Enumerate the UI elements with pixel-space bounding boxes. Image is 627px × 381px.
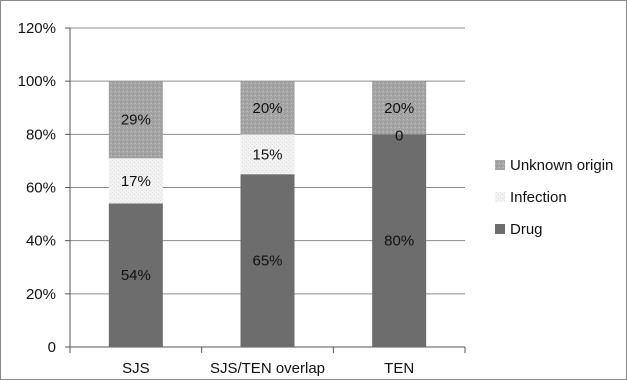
y-tick-label: 80% — [26, 126, 56, 143]
data-label-unknown-origin-ten: 20% — [384, 100, 414, 117]
x-tick-label-ten: TEN — [384, 360, 414, 377]
data-label-unknown-origin-sjs: 29% — [121, 112, 151, 129]
y-tick-label: 0 — [48, 339, 56, 356]
x-tick-label-sjs: SJS — [122, 360, 150, 377]
bar-unknown-origin-sjs-ten-overlap — [240, 81, 295, 135]
bar-infection-sjs-ten-overlap — [240, 134, 295, 175]
bar-drug-sjs — [108, 203, 163, 347]
data-label-drug-ten: 80% — [384, 233, 414, 250]
data-label-infection-sjs: 17% — [121, 173, 151, 190]
data-label-infection-ten: 0 — [395, 127, 403, 144]
legend-swatch-unknown-origin — [495, 160, 505, 170]
bar-unknown-origin-sjs — [108, 81, 163, 159]
legend-label-drug: Drug — [510, 221, 543, 238]
bar-drug-sjs-ten-overlap — [240, 174, 295, 347]
y-tick-label: 60% — [26, 180, 56, 197]
data-label-infection-sjs-ten-overlap: 15% — [252, 146, 282, 163]
legend-label-infection: Infection — [510, 189, 567, 206]
legend-label-unknown-origin: Unknown origin — [510, 157, 613, 174]
legend-swatch-infection — [495, 192, 505, 202]
data-label-drug-sjs-ten-overlap: 65% — [252, 253, 282, 270]
y-tick-label: 100% — [18, 73, 56, 90]
bar-drug-ten — [372, 134, 427, 347]
y-tick-label: 40% — [26, 233, 56, 250]
data-label-unknown-origin-sjs-ten-overlap: 20% — [252, 100, 282, 117]
legend-swatch-drug — [495, 224, 505, 234]
data-label-drug-sjs: 54% — [121, 267, 151, 284]
bar-infection-sjs — [108, 158, 163, 204]
y-tick-label: 120% — [18, 20, 56, 37]
x-tick-label-sjs-ten-overlap: SJS/TEN overlap — [210, 360, 325, 377]
bar-unknown-origin-ten — [372, 81, 427, 135]
y-tick-label: 20% — [26, 286, 56, 303]
